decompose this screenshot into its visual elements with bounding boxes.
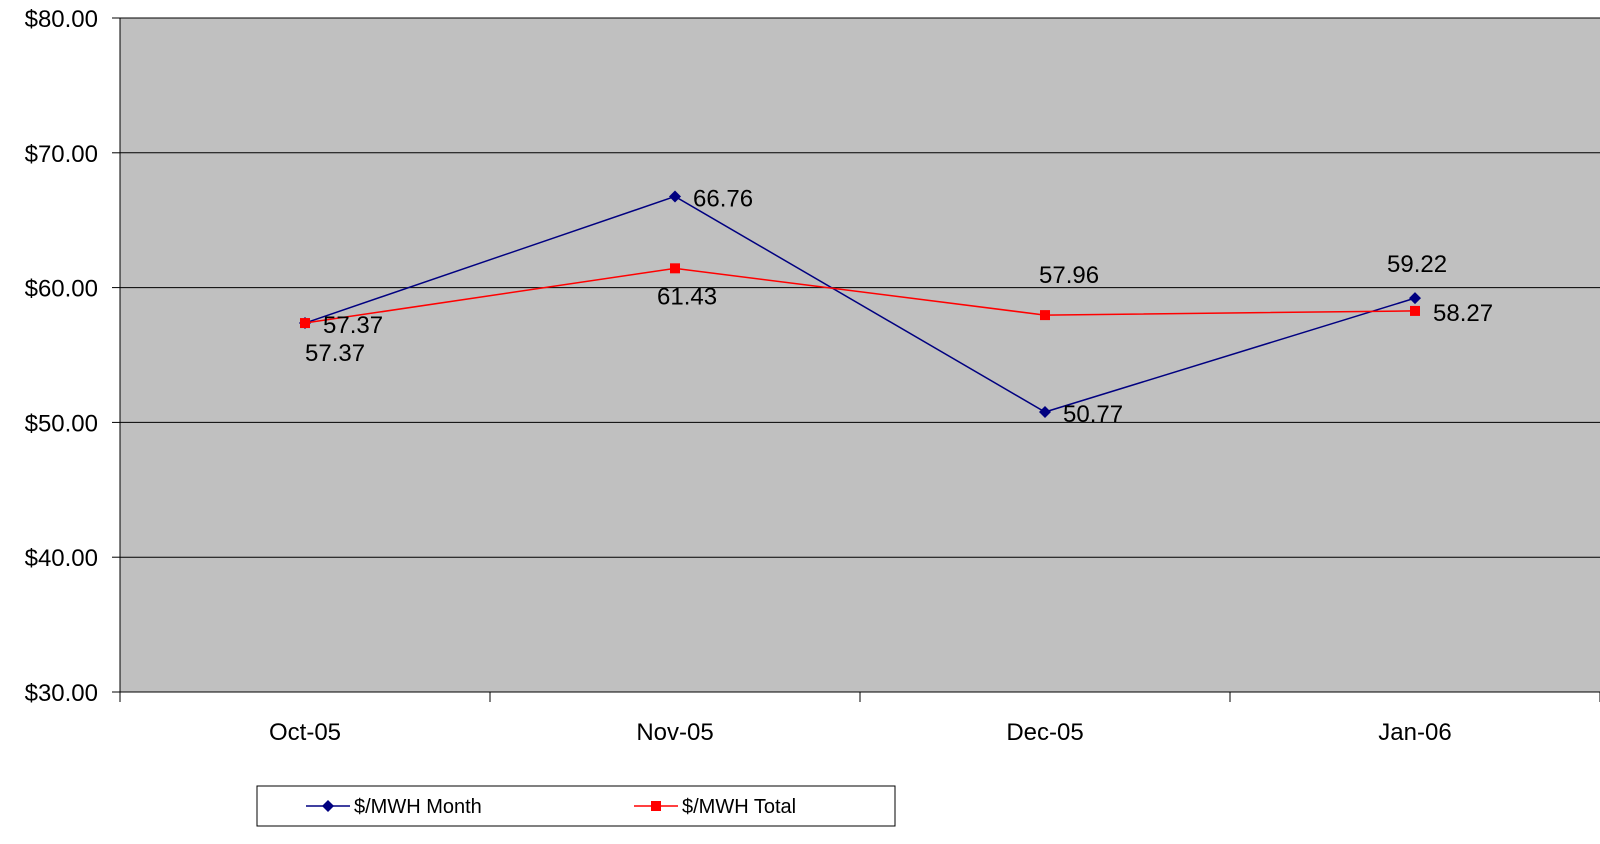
- data-label: 58.27: [1433, 300, 1493, 327]
- y-tick-label: $60.00: [25, 276, 98, 303]
- series-lines: [299, 190, 1421, 419]
- y-tick-label: $80.00: [25, 6, 98, 33]
- legend-label: $/MWH Month: [354, 796, 482, 818]
- data-label: 57.37: [305, 340, 365, 367]
- data-label: 57.37: [323, 312, 383, 339]
- data-label: 59.22: [1387, 251, 1447, 278]
- data-point-square: [670, 263, 680, 274]
- series-line: [304, 267, 1416, 324]
- legend-label: $/MWH Total: [682, 796, 796, 818]
- data-point-square: [300, 318, 310, 329]
- axes: $30.00 $40.00 $50.00 $60.00 $70.00 $80.00 Oct-…: [25, 6, 1600, 746]
- data-label: 66.76: [693, 185, 753, 212]
- legend: $/MWH Month $/MWH Total: [256, 785, 896, 827]
- gridlines: [120, 17, 1600, 558]
- legend-marker-diamond: [322, 800, 334, 812]
- data-label: 61.43: [657, 283, 717, 310]
- data-point-diamond: [1409, 292, 1421, 305]
- legend-marker-square: [651, 801, 661, 811]
- data-labels: 57.37 66.76 50.77 59.22 57.37 61.43 57.96 58.27: [305, 185, 1493, 428]
- data-point-square: [1040, 310, 1050, 321]
- data-point-diamond: [669, 190, 681, 203]
- x-tick-label: Dec-05: [1006, 719, 1083, 746]
- x-tick-label: Nov-05: [636, 719, 713, 746]
- y-tick-label: $70.00: [25, 141, 98, 168]
- x-tick-label: Jan-06: [1378, 719, 1451, 746]
- data-point-square: [1410, 305, 1420, 316]
- y-tick-label: $40.00: [25, 545, 98, 572]
- x-tick-label: Oct-05: [269, 719, 341, 746]
- data-point-diamond: [1039, 406, 1051, 419]
- y-tick-label: $30.00: [25, 680, 98, 707]
- series-line: [304, 195, 1416, 413]
- y-tick-label: $50.00: [25, 410, 98, 437]
- data-label: 50.77: [1063, 401, 1123, 428]
- legend-box: [256, 785, 896, 827]
- data-label: 57.96: [1039, 262, 1099, 289]
- plot-area: [120, 18, 1600, 692]
